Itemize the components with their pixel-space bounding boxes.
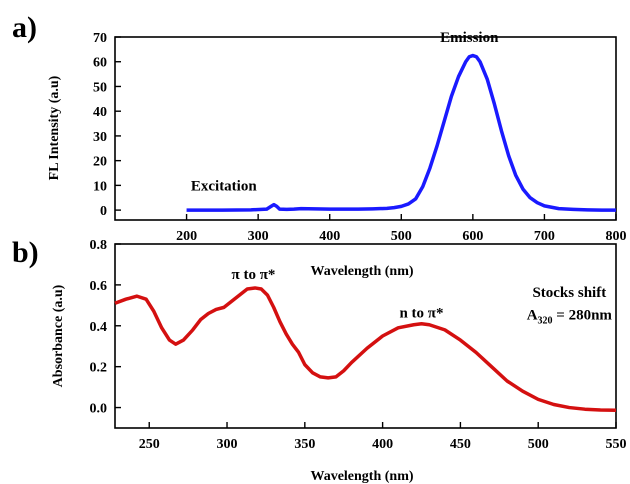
panel-a-y-tick-label: 40 <box>93 105 107 120</box>
panel-b-label: b) <box>12 236 39 269</box>
panel-a-y-tick-label: 30 <box>93 130 107 145</box>
annotation-stocks-shift: Stocks shift <box>532 285 606 301</box>
panel-b-y-tick-label: 0.6 <box>90 279 108 294</box>
panel-a-y-tick-label: 60 <box>93 56 107 71</box>
panel-a-x-tick-label: 800 <box>606 229 627 244</box>
panel-a: a) 200 300 400 500 600 700 800010203040506070 … <box>12 11 627 279</box>
panel-a-axes-frame <box>114 36 617 221</box>
panel-b-x-tick-label: 350 <box>294 437 315 452</box>
panel-a-y-tick-label: 10 <box>93 179 107 194</box>
panel-a-x-tick-label: 600 <box>462 229 483 244</box>
panel-b-x-tick-label: 250 <box>139 437 160 452</box>
panel-b-x-axis-label: Wavelength (nm) <box>310 469 413 484</box>
panel-b: b) 250 300 350 400 450 500 5500.00.20.40.60.8 … <box>12 236 627 484</box>
panel-b-x-tick-label: 400 <box>372 437 393 452</box>
panel-a-ticks <box>115 36 617 220</box>
panel-b-x-tick-label: 500 <box>528 437 549 452</box>
panel-a-series-line <box>186 53 616 212</box>
annotation-pi-to-pi-star: π to π* <box>232 267 276 283</box>
panel-b-y-tick-label: 0.2 <box>90 361 108 376</box>
panel-b-y-tick-label: 0.8 <box>90 238 108 253</box>
panel-b-tick-labels: 250 300 350 400 450 500 550 0.0 0.2 0.4 0.6 0.8 <box>90 238 627 452</box>
panel-a-x-tick-label: 500 <box>391 229 412 244</box>
annotation-emission: Emission <box>440 30 499 46</box>
panel-b-x-tick-label: 550 <box>606 437 627 452</box>
panel-b-x-tick-label: 300 <box>217 437 238 452</box>
annotation-a320-shift: A320 = 280nm <box>527 308 613 327</box>
panel-a-y-axis-label: FL Intensity (a.u) <box>47 75 62 180</box>
panel-b-ticks <box>115 243 617 428</box>
panel-b-axes-frame <box>114 243 617 429</box>
annotation-a320-main: A <box>527 308 538 324</box>
annotation-a320-subscript: 320 <box>538 316 553 327</box>
panel-a-x-tick-label: 700 <box>534 229 555 244</box>
panel-a-y-tick-label: 20 <box>93 155 107 170</box>
panel-a-x-tick-label: 400 <box>319 229 340 244</box>
annotation-excitation: Excitation <box>191 178 257 194</box>
panel-a-y-tick-label: 50 <box>93 80 107 95</box>
panel-b-y-axis-label: Absorbance (a.u) <box>51 284 66 387</box>
panel-b-x-tick-label: 450 <box>450 437 471 452</box>
panel-b-series-line <box>114 286 617 412</box>
panel-b-y-tick-label: 0.4 <box>90 320 108 335</box>
panel-b-y-tick-label: 0.0 <box>90 402 108 417</box>
panel-a-y-tick-label: 0 <box>100 204 107 219</box>
panel-a-x-tick-label: 200 <box>176 229 197 244</box>
panel-a-label: a) <box>12 11 37 44</box>
panel-a-x-tick-label: 300 <box>248 229 269 244</box>
panel-a-y-tick-label: 70 <box>93 31 107 46</box>
annotation-a320-tail: = 280nm <box>553 308 613 324</box>
panel-a-tick-labels: 200 300 400 500 600 700 800 0 10 20 30 40 50 60 70 <box>93 31 627 244</box>
panel-a-x-axis-label: Wavelength (nm) <box>310 264 413 279</box>
annotation-n-to-pi-star: n to π* <box>399 306 443 322</box>
